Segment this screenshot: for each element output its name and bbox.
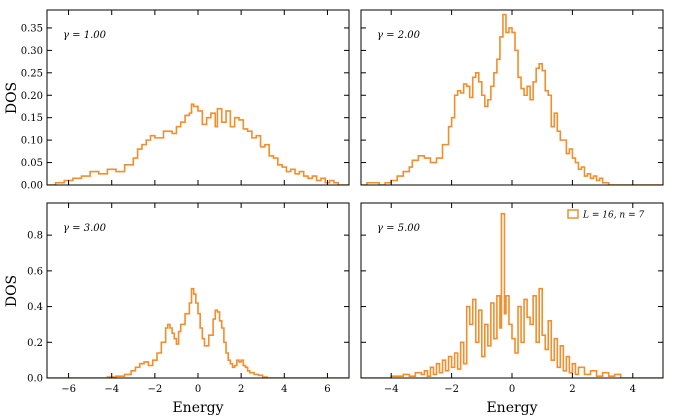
legend-swatch: [567, 209, 579, 219]
y-tick-label: 0.8: [27, 231, 43, 242]
dos-step-series: [47, 103, 349, 185]
gamma-annotation: γ = 5.00: [377, 223, 421, 234]
x-tick-label: −4: [384, 384, 399, 395]
panel-2: γ = 2.00: [360, 9, 664, 186]
x-tick-label: 0: [195, 384, 201, 395]
dos-step-series: [361, 212, 663, 378]
y-axis-label-top: DOS: [4, 82, 20, 114]
y-tick-label: 0.05: [21, 158, 43, 169]
y-tick-label: 0.20: [21, 91, 43, 102]
x-tick-label: −6: [61, 384, 76, 395]
gamma-annotation: γ = 3.00: [63, 223, 107, 234]
x-tick-label: 2: [238, 384, 244, 395]
x-axis-label-left: Energy: [172, 400, 223, 416]
y-tick-label: 0.00: [21, 181, 43, 192]
y-tick-label: 0.35: [21, 23, 43, 34]
panel-4: −4 −2 0 2 4 γ = 5.00 L = 16, n = 7: [360, 202, 664, 395]
y-tick-label: 0.10: [21, 136, 43, 147]
x-tick-label: 6: [324, 384, 330, 395]
y-axis-label-bottom: DOS: [4, 275, 20, 307]
x-tick-label: −2: [444, 384, 459, 395]
legend-label: L = 16, n = 7: [582, 211, 644, 221]
y-tick-label: 0.0: [27, 374, 43, 385]
panel-3: −6 −4 −2 0 2 4 6 0.0 0.2 0.4 0.6 0.8 γ = 3.00: [27, 202, 350, 395]
gamma-annotation: γ = 1.00: [63, 30, 107, 41]
x-tick-label: 4: [281, 384, 287, 395]
x-tick-label: 0: [509, 384, 515, 395]
x-tick-label: −4: [104, 384, 119, 395]
gamma-annotation: γ = 2.00: [377, 30, 421, 41]
dos-step-series: [47, 287, 349, 378]
y-tick-label: 0.6: [27, 266, 43, 277]
y-tick-label: 0.2: [27, 338, 43, 349]
dos-step-series: [361, 13, 663, 185]
x-tick-label: 4: [630, 384, 636, 395]
y-tick-label: 0.15: [21, 113, 43, 124]
y-tick-label: 0.4: [27, 302, 43, 313]
y-tick-label: 0.30: [21, 46, 43, 57]
panel-1: 0.00 0.05 0.10 0.15 0.20 0.25 0.30 0.35 γ = 1.00: [21, 9, 350, 192]
x-tick-label: −2: [147, 384, 162, 395]
x-tick-label: 2: [569, 384, 575, 395]
legend: L = 16, n = 7: [567, 209, 644, 221]
x-axis-label-right: Energy: [486, 400, 537, 416]
y-tick-label: 0.25: [21, 68, 43, 79]
